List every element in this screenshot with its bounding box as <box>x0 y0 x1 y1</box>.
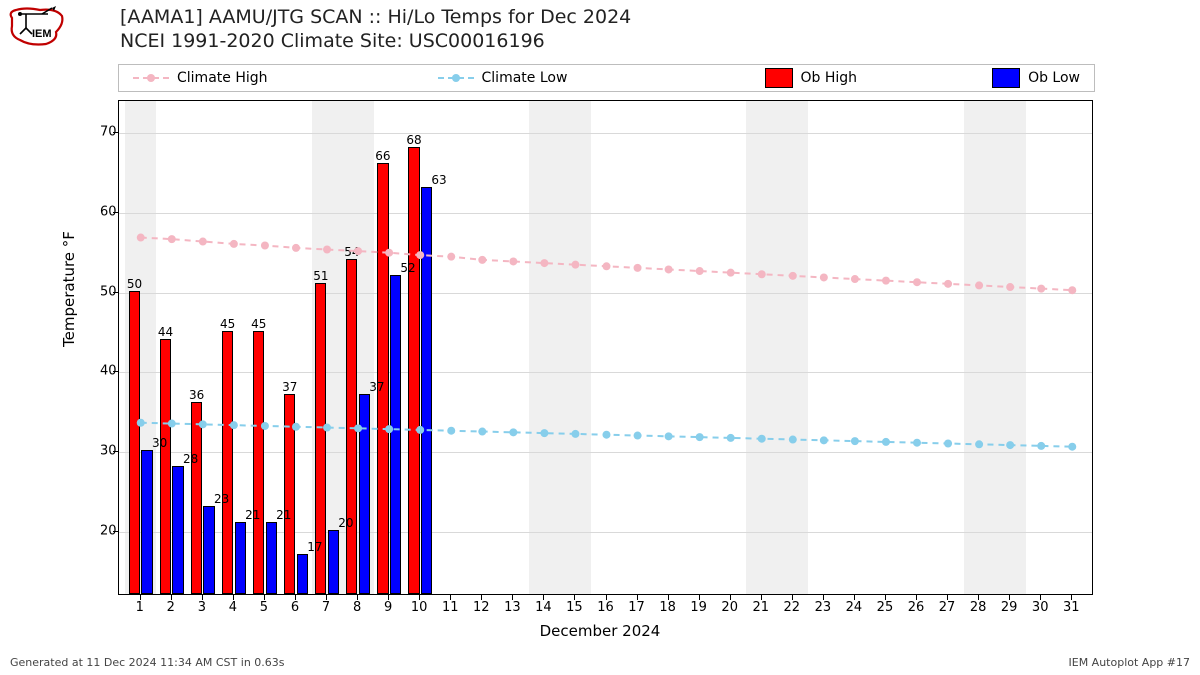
x-tick-mark <box>419 595 420 600</box>
x-tick-label: 4 <box>229 600 237 615</box>
x-tick-label: 27 <box>939 600 956 615</box>
x-tick-label: 10 <box>411 600 428 615</box>
x-tick-label: 17 <box>628 600 645 615</box>
y-tick-mark <box>113 371 118 372</box>
x-tick-mark <box>574 595 575 600</box>
x-tick-mark <box>357 595 358 600</box>
x-tick-label: 26 <box>908 600 925 615</box>
x-tick-mark <box>668 595 669 600</box>
x-tick-label: 28 <box>970 600 987 615</box>
x-tick-mark <box>326 595 327 600</box>
y-tick-mark <box>113 212 118 213</box>
footer-generated: Generated at 11 Dec 2024 11:34 AM CST in… <box>10 656 285 669</box>
x-tick-label: 5 <box>260 600 268 615</box>
x-tick-label: 22 <box>784 600 801 615</box>
iem-logo: IEM <box>6 4 66 48</box>
y-tick-label: 30 <box>100 444 114 459</box>
x-tick-mark <box>171 595 172 600</box>
x-tick-mark <box>264 595 265 600</box>
x-tick-label: 7 <box>322 600 330 615</box>
y-axis-label: Temperature °F <box>60 231 78 347</box>
x-tick-label: 21 <box>752 600 769 615</box>
x-tick-mark <box>916 595 917 600</box>
legend-swatch-ob-high <box>765 68 793 88</box>
x-tick-mark <box>730 595 731 600</box>
x-tick-label: 18 <box>659 600 676 615</box>
legend-label-climate-high: Climate High <box>177 70 268 86</box>
x-tick-label: 24 <box>846 600 863 615</box>
title-line-1: [AAMA1] AAMU/JTG SCAN :: Hi/Lo Temps for… <box>120 6 631 30</box>
x-tick-mark <box>792 595 793 600</box>
x-axis-label: December 2024 <box>0 622 1200 640</box>
x-tick-label: 25 <box>877 600 894 615</box>
legend-swatch-climate-low <box>438 77 474 79</box>
x-tick-mark <box>481 595 482 600</box>
x-tick-label: 2 <box>167 600 175 615</box>
x-tick-mark <box>885 595 886 600</box>
legend-label-ob-low: Ob Low <box>1028 70 1080 86</box>
y-tick-label: 20 <box>100 524 114 539</box>
x-tick-mark <box>388 595 389 600</box>
y-tick-label: 40 <box>100 364 114 379</box>
x-tick-mark <box>1009 595 1010 600</box>
x-tick-mark <box>1071 595 1072 600</box>
x-tick-mark <box>854 595 855 600</box>
x-tick-label: 23 <box>815 600 832 615</box>
legend-label-ob-high: Ob High <box>801 70 858 86</box>
x-tick-label: 12 <box>473 600 490 615</box>
y-tick-label: 70 <box>100 124 114 139</box>
footer-app: IEM Autoplot App #17 <box>1069 656 1191 669</box>
y-tick-label: 50 <box>100 284 114 299</box>
x-tick-label: 29 <box>1001 600 1018 615</box>
x-tick-mark <box>233 595 234 600</box>
svg-text:IEM: IEM <box>32 28 52 40</box>
x-tick-label: 20 <box>721 600 738 615</box>
legend-label-climate-low: Climate Low <box>482 70 568 86</box>
x-tick-label: 6 <box>291 600 299 615</box>
x-tick-label: 9 <box>384 600 392 615</box>
x-tick-label: 3 <box>198 600 206 615</box>
x-tick-mark <box>761 595 762 600</box>
y-tick-mark <box>113 292 118 293</box>
x-tick-label: 1 <box>136 600 144 615</box>
x-tick-label: 16 <box>597 600 614 615</box>
x-tick-mark <box>637 595 638 600</box>
x-tick-mark <box>947 595 948 600</box>
x-tick-mark <box>699 595 700 600</box>
x-tick-mark <box>202 595 203 600</box>
legend: Climate High Climate Low Ob High Ob Low <box>118 64 1095 92</box>
x-tick-label: 11 <box>442 600 459 615</box>
climate-low-line <box>119 101 1093 595</box>
x-tick-mark <box>978 595 979 600</box>
x-tick-mark <box>450 595 451 600</box>
x-tick-mark <box>543 595 544 600</box>
x-tick-label: 30 <box>1032 600 1049 615</box>
x-tick-mark <box>295 595 296 600</box>
x-tick-label: 13 <box>504 600 521 615</box>
y-tick-mark <box>113 132 118 133</box>
x-tick-label: 8 <box>353 600 361 615</box>
x-tick-label: 31 <box>1063 600 1080 615</box>
y-tick-mark <box>113 531 118 532</box>
x-tick-label: 19 <box>690 600 707 615</box>
legend-swatch-climate-high <box>133 77 169 79</box>
x-tick-label: 14 <box>535 600 552 615</box>
legend-swatch-ob-low <box>992 68 1020 88</box>
y-tick-label: 60 <box>100 204 114 219</box>
x-tick-mark <box>606 595 607 600</box>
y-tick-mark <box>113 451 118 452</box>
x-tick-mark <box>823 595 824 600</box>
chart-title: [AAMA1] AAMU/JTG SCAN :: Hi/Lo Temps for… <box>120 6 631 54</box>
plot-area: 5044364545375154666830282321211720375263 <box>118 100 1093 595</box>
x-tick-mark <box>140 595 141 600</box>
title-line-2: NCEI 1991-2020 Climate Site: USC00016196 <box>120 30 631 54</box>
x-tick-mark <box>1040 595 1041 600</box>
x-tick-label: 15 <box>566 600 583 615</box>
x-tick-mark <box>512 595 513 600</box>
